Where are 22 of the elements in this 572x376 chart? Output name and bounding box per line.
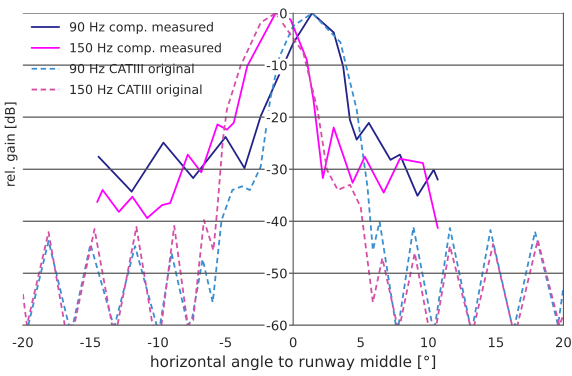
y-tick-label: -50 — [266, 268, 287, 278]
x-tick-label: 15 — [488, 337, 504, 348]
y-tick-label: -20 — [266, 112, 287, 122]
legend-label: 150 Hz comp. measured — [70, 42, 221, 55]
x-axis-title: horizontal angle to runway middle [°] — [151, 355, 436, 370]
x-tick-label: 0 — [290, 337, 296, 348]
legend-label: 90 Hz CATIII original — [70, 64, 194, 76]
legend-label: 90 Hz comp. measured — [70, 22, 213, 34]
y-tick-label: -30 — [266, 164, 287, 174]
x-tick-label: 5 — [358, 337, 364, 348]
y-tick-label: -60 — [266, 320, 287, 330]
y-tick-label: 0 — [280, 8, 287, 18]
x-tick-label: -20 — [12, 337, 33, 348]
y-axis-title: rel. gain [dB] — [4, 102, 18, 186]
legend-label: 150 Hz CATIII original — [70, 84, 202, 97]
x-tick-label: -15 — [80, 337, 100, 348]
x-tick-label: -10 — [148, 337, 168, 348]
x-tick-label: 10 — [421, 337, 436, 348]
x-tick-label: 20 — [556, 337, 571, 348]
x-tick-label: -5 — [220, 337, 232, 348]
y-tick-label: -40 — [266, 216, 287, 226]
y-tick-label: -10 — [266, 60, 287, 70]
